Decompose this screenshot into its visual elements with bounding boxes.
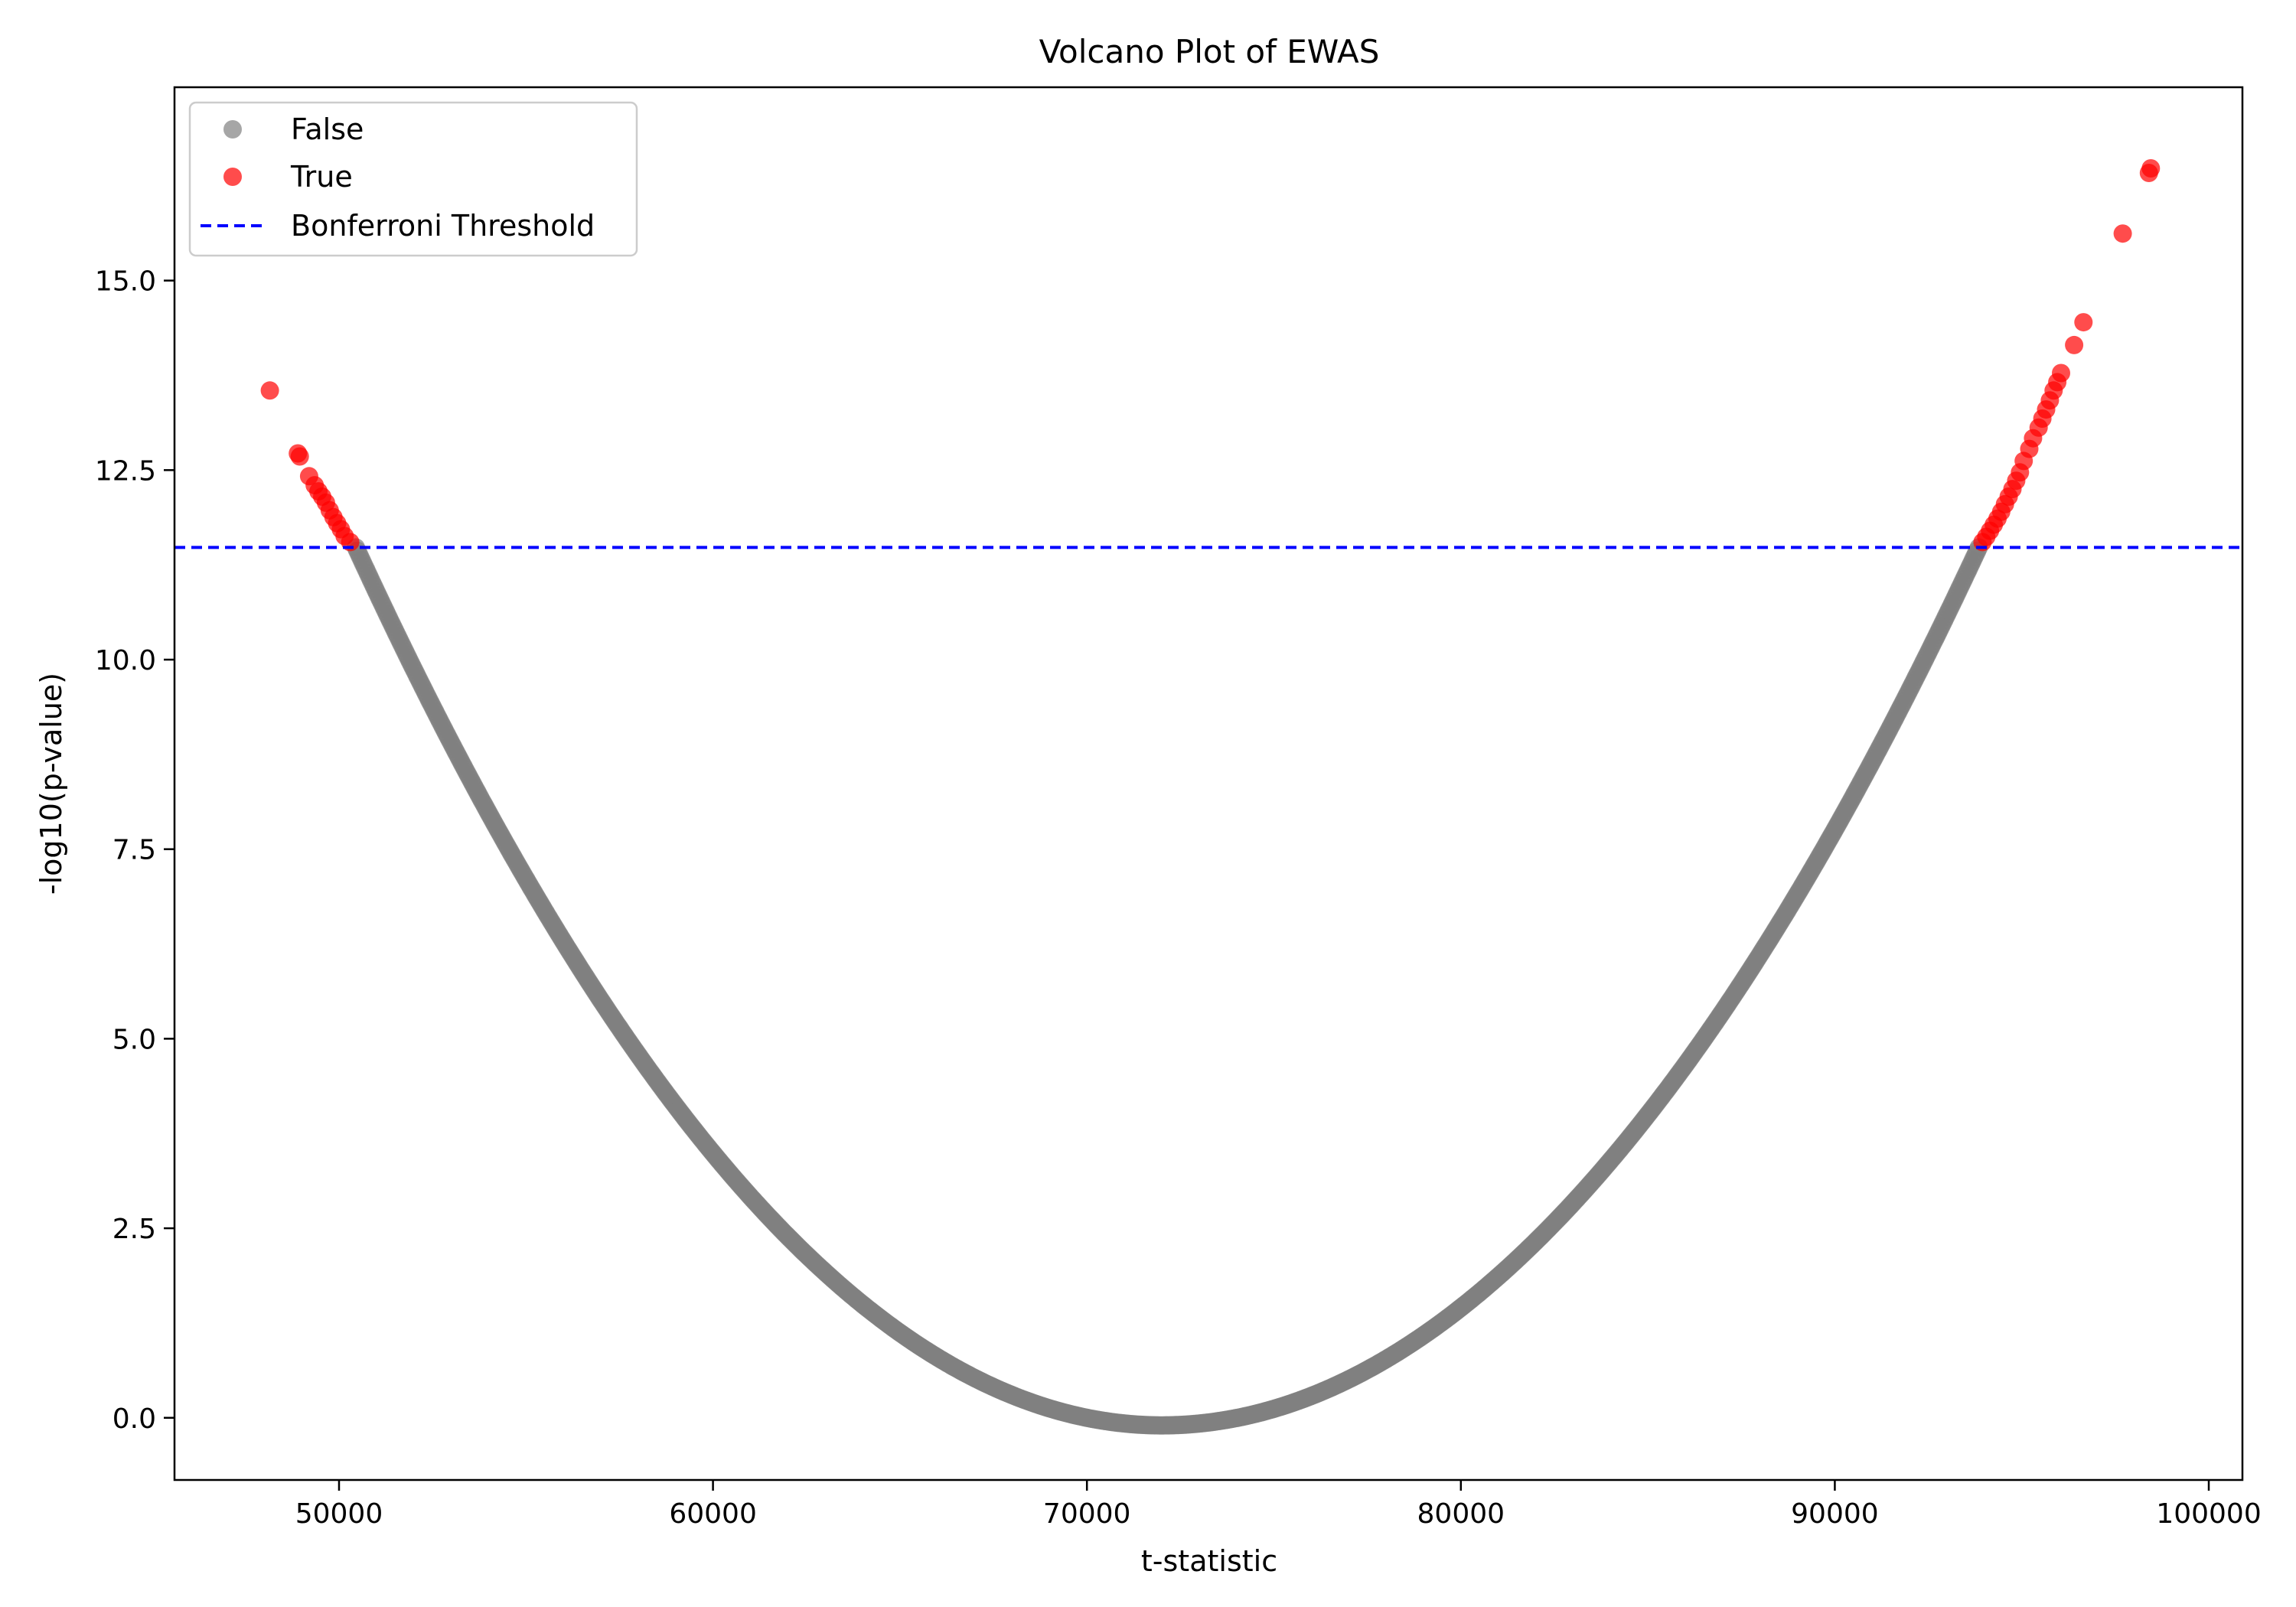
y-axis-label: -log10(p-value) <box>34 673 68 895</box>
y-tick-label: 10.0 <box>95 645 156 676</box>
legend-true-label: True <box>290 160 353 194</box>
y-tick-label: 7.5 <box>113 835 156 866</box>
x-tick-label: 60000 <box>669 1498 757 1530</box>
y-tick-label: 5.0 <box>113 1024 156 1055</box>
y-axis-ticks: 0.0 2.5 5.0 7.5 10.0 12.5 15.0 <box>95 266 174 1435</box>
plot-frame <box>173 86 2244 1482</box>
data-point-true <box>2065 335 2084 354</box>
x-axis-ticks: 50000 60000 70000 80000 90000 100000 <box>295 1480 2262 1530</box>
data-point-true <box>2074 313 2093 332</box>
data-point-true <box>2141 159 2161 178</box>
data-point-true <box>2052 363 2070 383</box>
legend-false-label: False <box>291 112 364 146</box>
x-axis-label: t-statistic <box>1141 1544 1277 1578</box>
y-tick-label: 2.5 <box>113 1214 156 1245</box>
data-point-true <box>260 381 279 400</box>
series-false-points <box>347 538 1988 1435</box>
x-tick-label: 70000 <box>1043 1498 1131 1530</box>
x-tick-label: 80000 <box>1417 1498 1505 1530</box>
data-point-true <box>2113 224 2132 243</box>
y-tick-label: 15.0 <box>95 266 156 298</box>
data-point-true <box>290 447 309 466</box>
x-tick-label: 50000 <box>295 1498 383 1530</box>
series-true-points <box>260 159 2161 552</box>
legend-box <box>188 101 638 257</box>
legend-true-marker <box>223 168 242 186</box>
legend: False True Bonferroni Threshold <box>188 101 638 257</box>
chart-title: Volcano Plot of EWAS <box>1039 33 1380 70</box>
legend-false-marker <box>223 120 242 139</box>
x-tick-label: 100000 <box>2156 1498 2261 1530</box>
y-tick-label: 0.0 <box>113 1403 156 1435</box>
y-tick-label: 12.5 <box>95 455 156 487</box>
x-tick-label: 90000 <box>1791 1498 1879 1530</box>
legend-threshold-label: Bonferroni Threshold <box>291 209 595 243</box>
